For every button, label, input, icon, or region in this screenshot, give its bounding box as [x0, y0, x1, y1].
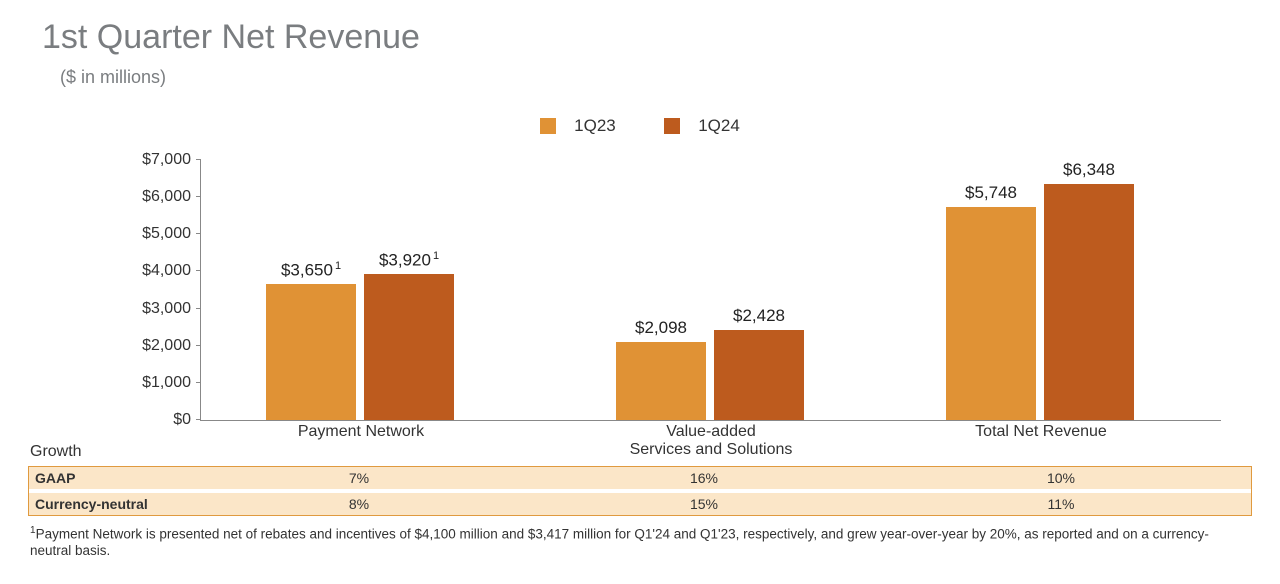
slide: 1st Quarter Net Revenue ($ in millions) …	[0, 0, 1280, 584]
bar-chart: $0$1,000$2,000$3,000$4,000$5,000$6,000$7…	[200, 160, 1220, 440]
category-label: Total Net Revenue	[946, 423, 1136, 441]
y-axis-tick-mark	[196, 345, 201, 346]
legend-item-1q23: 1Q23	[540, 116, 616, 136]
bar-group: $2,098$2,428	[616, 160, 804, 420]
bar	[1044, 184, 1134, 420]
bar	[364, 274, 454, 420]
footnote-text: Payment Network is presented net of reba…	[30, 527, 1209, 559]
y-axis-tick-mark	[196, 159, 201, 160]
page-title: 1st Quarter Net Revenue	[42, 18, 1250, 57]
growth-table: GAAP 7% 16% 10% Currency-neutral 8% 15% 11%	[28, 466, 1252, 516]
legend-label-1q24: 1Q24	[698, 116, 740, 136]
growth-cell: 7%	[229, 470, 489, 486]
bar	[714, 330, 804, 420]
bar-value-label: $2,098	[606, 318, 716, 338]
y-axis-tick-label: $5,000	[131, 225, 191, 243]
bar-value-label: $3,6501	[256, 260, 366, 281]
chart-legend: 1Q23 1Q24	[0, 116, 1280, 139]
bar-value-superscript: 1	[335, 260, 341, 272]
y-axis-tick-mark	[196, 270, 201, 271]
growth-cell: 16%	[574, 470, 834, 486]
growth-cell: 15%	[574, 496, 834, 512]
y-axis-tick-label: $1,000	[131, 374, 191, 392]
legend-swatch-1q23	[540, 118, 556, 134]
plot-area: $0$1,000$2,000$3,000$4,000$5,000$6,000$7…	[200, 160, 1221, 421]
y-axis-tick-label: $4,000	[131, 262, 191, 280]
category-label: Value-addedServices and Solutions	[581, 423, 841, 460]
y-axis-tick-mark	[196, 382, 201, 383]
y-axis-tick-label: $3,000	[131, 300, 191, 318]
page-subtitle: ($ in millions)	[60, 67, 1250, 88]
bar-group: $3,6501$3,9201	[266, 160, 454, 420]
growth-cell: 8%	[229, 496, 489, 512]
y-axis-tick-label: $7,000	[131, 151, 191, 169]
growth-row-label: Currency-neutral	[29, 496, 205, 512]
bar-value-label: $2,428	[704, 306, 814, 326]
legend-label-1q23: 1Q23	[574, 116, 616, 136]
legend-item-1q24: 1Q24	[664, 116, 740, 136]
bar-value-label: $6,348	[1034, 160, 1144, 180]
bar-value-label: $3,9201	[354, 250, 464, 271]
growth-row: Currency-neutral 8% 15% 11%	[29, 493, 1251, 515]
bar-group: $5,748$6,348	[946, 160, 1134, 420]
footnote: 1Payment Network is presented net of reb…	[30, 525, 1230, 560]
bar	[946, 207, 1036, 420]
y-axis-tick-label: $0	[131, 411, 191, 429]
category-label: Payment Network	[266, 423, 456, 441]
growth-row: GAAP 7% 16% 10%	[29, 467, 1251, 489]
y-axis-tick-mark	[196, 233, 201, 234]
growth-row-label: GAAP	[29, 470, 205, 486]
y-axis-tick-label: $6,000	[131, 188, 191, 206]
y-axis-tick-mark	[196, 419, 201, 420]
y-axis-tick-mark	[196, 196, 201, 197]
legend-swatch-1q24	[664, 118, 680, 134]
y-axis-tick-mark	[196, 308, 201, 309]
growth-header: Growth	[30, 443, 82, 461]
growth-cell: 11%	[931, 496, 1191, 512]
bar-value-label: $5,748	[936, 183, 1046, 203]
bar	[266, 284, 356, 420]
bar-value-superscript: 1	[433, 250, 439, 262]
growth-cell: 10%	[931, 470, 1191, 486]
y-axis-tick-label: $2,000	[131, 337, 191, 355]
bar	[616, 342, 706, 420]
